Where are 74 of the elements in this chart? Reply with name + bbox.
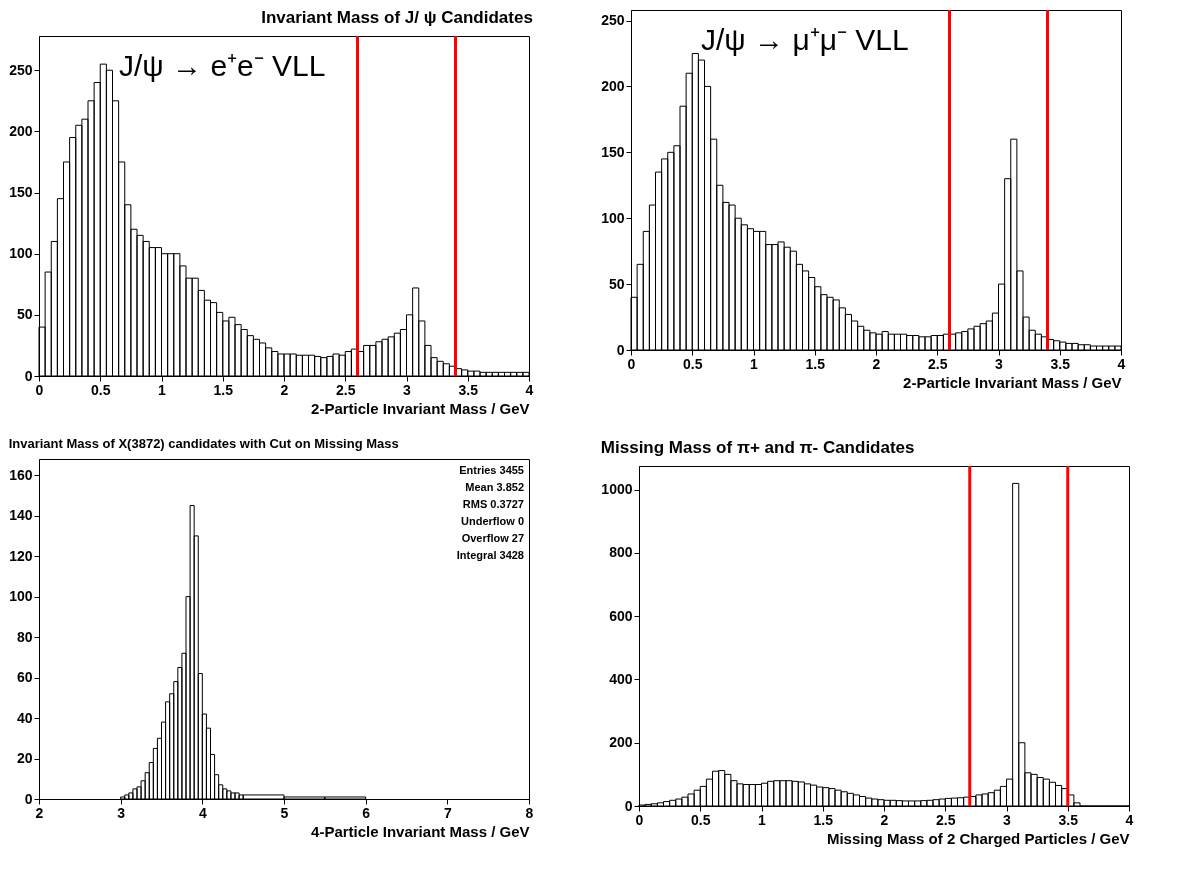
y-tick-label: 200 bbox=[601, 77, 625, 94]
y-tick-label: 50 bbox=[16, 306, 33, 323]
y-tick-label: 20 bbox=[16, 750, 33, 767]
x-tick-label: 0.5 bbox=[691, 811, 711, 828]
x-tick-label: 3 bbox=[403, 381, 412, 398]
x-tick-label: 4 bbox=[1117, 355, 1126, 372]
x-tick-label: 3 bbox=[1003, 811, 1012, 828]
y-tick-label: 400 bbox=[609, 670, 633, 687]
x-tick-label: 1 bbox=[158, 381, 167, 398]
y-tick-label: 100 bbox=[9, 588, 33, 605]
chart-title: Invariant Mass of J/ ψ Candidates bbox=[261, 7, 533, 27]
x-tick-label: 4 bbox=[1125, 811, 1134, 828]
y-tick-label: 150 bbox=[9, 184, 33, 201]
x-tick-label: 5 bbox=[280, 804, 289, 821]
x-tick-label: 2 bbox=[880, 811, 889, 828]
x-tick-label: 2 bbox=[35, 804, 44, 821]
x-tick-label: 2.5 bbox=[928, 355, 948, 372]
y-tick-label: 150 bbox=[601, 143, 625, 160]
x-tick-label: 2.5 bbox=[936, 811, 956, 828]
x-axis-title: Missing Mass of 2 Charged Particles / GeV bbox=[826, 829, 1130, 847]
y-tick-label: 100 bbox=[9, 245, 33, 262]
y-tick-label: 600 bbox=[609, 607, 633, 624]
y-tick-label: 200 bbox=[609, 734, 633, 751]
y-tick-label: 1000 bbox=[601, 481, 633, 498]
chart-title: Invariant Mass of X(3872) candidates with Cut on Missing Mass bbox=[8, 436, 399, 451]
y-tick-label: 200 bbox=[9, 122, 33, 139]
x-tick-label: 3.5 bbox=[458, 381, 479, 398]
y-tick-label: 120 bbox=[9, 547, 33, 564]
y-tick-label: 0 bbox=[24, 367, 33, 384]
annotation: J/ψ → e⁺e⁻ VLL bbox=[119, 49, 326, 82]
annotation: Overflow 27 bbox=[461, 532, 524, 544]
x-axis-title: 2-Particle Invariant Mass / GeV bbox=[903, 373, 1122, 391]
x-tick-label: 1.5 bbox=[805, 355, 826, 372]
annotation: Integral 3428 bbox=[456, 549, 524, 561]
x-axis-title: 4-Particle Invariant Mass / GeV bbox=[311, 822, 530, 840]
annotation: J/ψ → μ⁺μ⁻ VLL bbox=[701, 23, 909, 56]
x-tick-label: 1 bbox=[750, 355, 759, 372]
x-tick-label: 3 bbox=[995, 355, 1004, 372]
x-tick-label: 0 bbox=[35, 381, 44, 398]
x-tick-label: 3 bbox=[117, 804, 126, 821]
y-tick-label: 100 bbox=[601, 209, 625, 226]
y-tick-label: 160 bbox=[9, 466, 33, 483]
x-tick-label: 0.5 bbox=[91, 381, 111, 398]
y-tick-label: 250 bbox=[601, 12, 625, 29]
annotation: Underflow 0 bbox=[461, 515, 524, 527]
x-tick-label: 2 bbox=[280, 381, 289, 398]
y-tick-label: 250 bbox=[9, 61, 33, 78]
x-tick-label: 3.5 bbox=[1050, 355, 1071, 372]
y-tick-label: 0 bbox=[616, 341, 625, 358]
annotation: Mean 3.852 bbox=[465, 481, 524, 493]
x-tick-label: 4 bbox=[525, 381, 534, 398]
x-tick-label: 0.5 bbox=[683, 355, 703, 372]
annotation: RMS 0.3727 bbox=[462, 498, 524, 510]
x-tick-label: 0 bbox=[635, 811, 644, 828]
x-axis-title: 2-Particle Invariant Mass / GeV bbox=[311, 399, 530, 417]
y-tick-label: 40 bbox=[16, 709, 33, 726]
x-tick-label: 3.5 bbox=[1058, 811, 1079, 828]
x-tick-label: 2.5 bbox=[336, 381, 356, 398]
chart-title: Missing Mass of π+ and π- Candidates bbox=[600, 437, 915, 457]
y-tick-label: 60 bbox=[16, 669, 33, 686]
x-tick-label: 2 bbox=[872, 355, 881, 372]
y-tick-label: 50 bbox=[608, 275, 625, 292]
y-tick-label: 140 bbox=[9, 507, 33, 524]
x-tick-label: 1.5 bbox=[813, 811, 834, 828]
y-tick-label: 0 bbox=[24, 790, 33, 807]
annotation: Entries 3455 bbox=[459, 464, 524, 476]
y-tick-label: 800 bbox=[609, 544, 633, 561]
x-tick-label: 7 bbox=[443, 804, 452, 821]
x-tick-label: 4 bbox=[198, 804, 207, 821]
x-tick-label: 6 bbox=[362, 804, 371, 821]
x-tick-label: 1 bbox=[758, 811, 767, 828]
x-tick-label: 1.5 bbox=[213, 381, 234, 398]
x-tick-label: 8 bbox=[525, 804, 534, 821]
y-tick-label: 80 bbox=[16, 628, 33, 645]
